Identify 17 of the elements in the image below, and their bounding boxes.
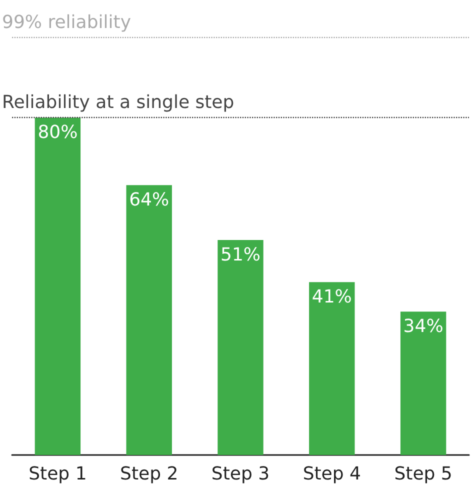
data-label: 34% (403, 316, 444, 338)
x-tick-label: Step 2 (120, 464, 178, 484)
data-label: 41% (312, 286, 352, 308)
bar (400, 312, 446, 455)
ref-line-label: Reliability at a single step (2, 92, 234, 114)
x-tick-label: Step 1 (28, 464, 87, 484)
bar (126, 185, 172, 455)
data-label: 64% (129, 190, 170, 211)
x-tick-label: Step 5 (394, 464, 452, 484)
data-label: 51% (220, 244, 261, 266)
bar (218, 240, 264, 455)
data-label: 80% (38, 122, 78, 144)
bar (309, 282, 355, 455)
ref-line-label: 99% reliability (2, 12, 132, 34)
x-tick-label: Step 3 (211, 464, 270, 484)
x-tick-label: Step 4 (302, 464, 361, 484)
bar (34, 118, 81, 455)
